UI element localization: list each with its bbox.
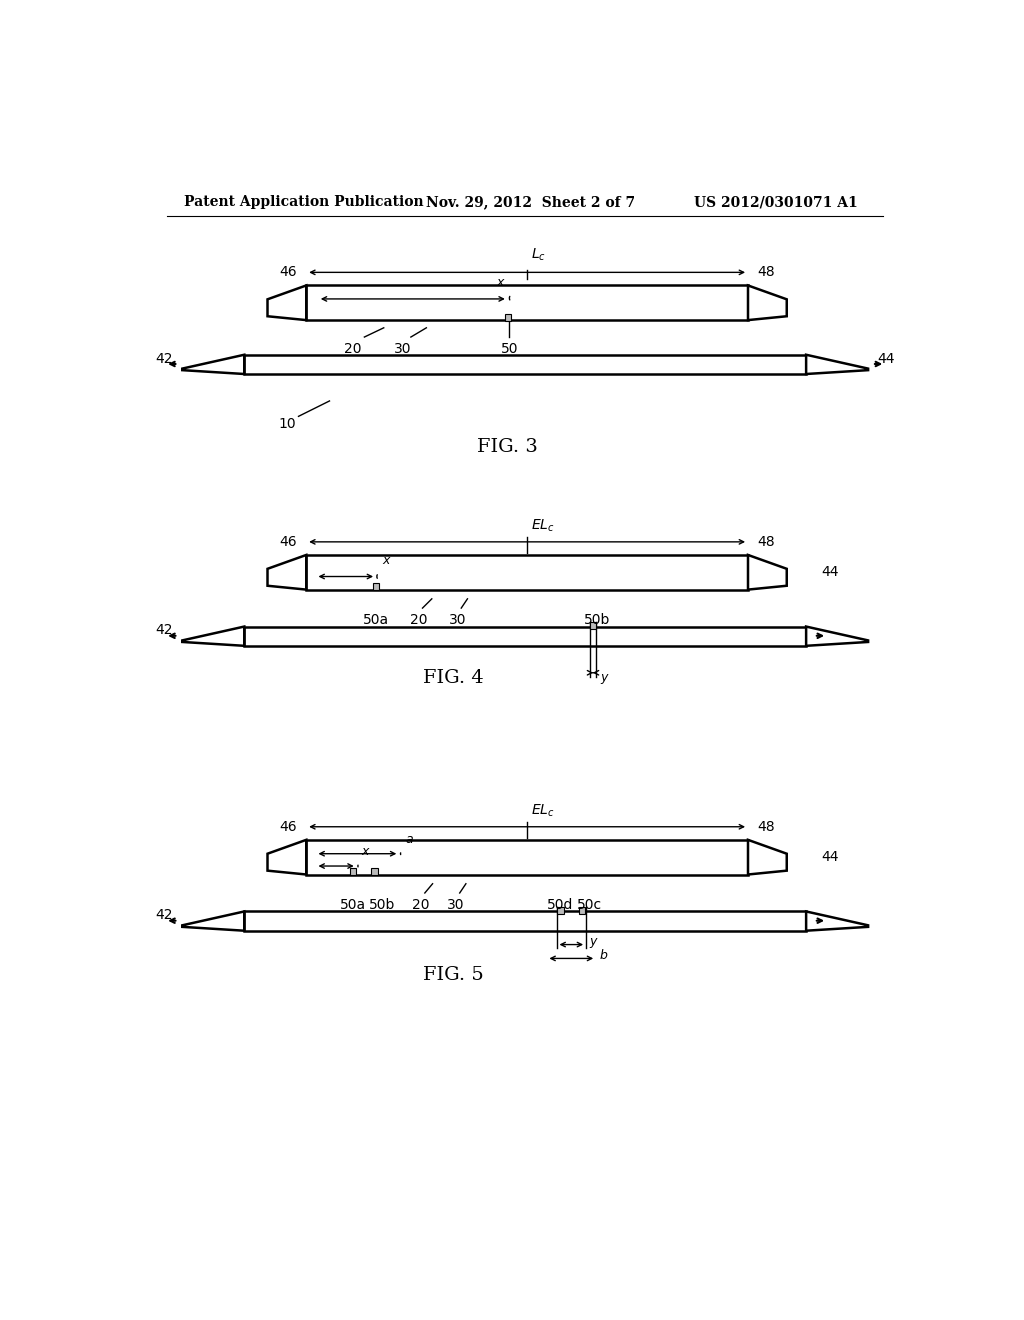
Text: 30: 30 <box>447 898 465 912</box>
Text: Nov. 29, 2012  Sheet 2 of 7: Nov. 29, 2012 Sheet 2 of 7 <box>426 195 636 210</box>
Text: $L_c$: $L_c$ <box>531 247 546 263</box>
Polygon shape <box>806 355 868 374</box>
Text: a: a <box>406 833 413 846</box>
Text: 50d: 50d <box>547 898 573 912</box>
Polygon shape <box>748 554 786 590</box>
Text: 42: 42 <box>156 623 173 638</box>
Polygon shape <box>557 907 563 913</box>
Text: 44: 44 <box>878 351 895 366</box>
Text: FIG. 5: FIG. 5 <box>423 966 484 983</box>
Text: 48: 48 <box>758 265 775 280</box>
Text: 46: 46 <box>280 820 297 834</box>
Text: 30: 30 <box>449 612 466 627</box>
Polygon shape <box>306 554 748 590</box>
Polygon shape <box>182 627 245 645</box>
Polygon shape <box>267 285 306 321</box>
Polygon shape <box>349 869 356 875</box>
Text: b: b <box>599 949 607 962</box>
Text: 20: 20 <box>413 898 430 912</box>
Polygon shape <box>505 314 511 321</box>
Text: 10: 10 <box>279 417 296 432</box>
Text: 30: 30 <box>394 342 412 355</box>
Text: 46: 46 <box>280 265 297 280</box>
Polygon shape <box>806 627 868 645</box>
Text: 20: 20 <box>410 612 427 627</box>
Text: 44: 44 <box>821 565 839 579</box>
Text: 44: 44 <box>821 850 839 863</box>
Polygon shape <box>182 911 245 931</box>
Polygon shape <box>306 285 748 321</box>
Polygon shape <box>590 622 596 628</box>
Polygon shape <box>267 554 306 590</box>
Text: $EL_c$: $EL_c$ <box>531 803 555 818</box>
Polygon shape <box>579 907 586 913</box>
Text: 50a: 50a <box>362 612 389 627</box>
Polygon shape <box>245 355 806 374</box>
Polygon shape <box>748 285 786 321</box>
Text: 48: 48 <box>758 535 775 549</box>
Text: 50b: 50b <box>584 612 610 627</box>
Polygon shape <box>182 355 245 374</box>
Polygon shape <box>373 583 379 590</box>
Text: US 2012/0301071 A1: US 2012/0301071 A1 <box>693 195 857 210</box>
Text: 50b: 50b <box>369 898 395 912</box>
Text: 50c: 50c <box>578 898 602 912</box>
Text: 50: 50 <box>501 342 518 355</box>
Text: x: x <box>361 845 369 858</box>
Text: y: y <box>600 672 607 684</box>
Text: FIG. 4: FIG. 4 <box>423 669 484 688</box>
Polygon shape <box>245 627 806 645</box>
Text: 42: 42 <box>156 908 173 923</box>
Text: 20: 20 <box>344 342 361 355</box>
Text: 48: 48 <box>758 820 775 834</box>
Polygon shape <box>245 911 806 931</box>
Text: 50a: 50a <box>340 898 366 912</box>
Text: Patent Application Publication: Patent Application Publication <box>183 195 424 210</box>
Polygon shape <box>267 840 306 875</box>
Text: 46: 46 <box>280 535 297 549</box>
Text: $EL_c$: $EL_c$ <box>531 517 555 535</box>
Text: 42: 42 <box>156 351 173 366</box>
Polygon shape <box>748 840 786 875</box>
Text: x: x <box>497 276 504 289</box>
Text: x: x <box>382 554 389 568</box>
Polygon shape <box>806 911 868 931</box>
Polygon shape <box>306 840 748 875</box>
Polygon shape <box>372 869 378 875</box>
Text: y: y <box>589 936 597 949</box>
Text: FIG. 3: FIG. 3 <box>477 438 539 457</box>
